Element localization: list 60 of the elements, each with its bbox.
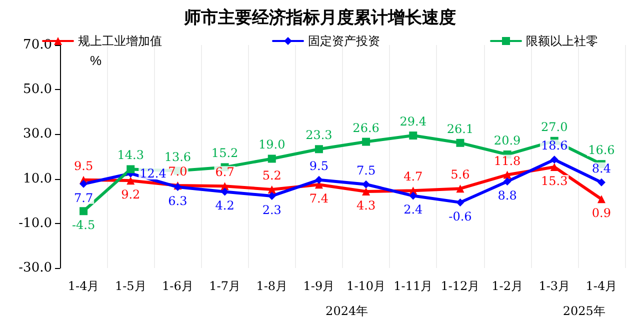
data-label: 11.8 [494, 154, 521, 168]
data-label: 18.6 [541, 138, 568, 153]
data-label: 20.9 [494, 133, 521, 148]
y-axis-title: % [90, 53, 102, 68]
x-tick-label: 1-7月 [209, 279, 240, 293]
data-label: 5.6 [450, 168, 470, 182]
data-label: 9.5 [309, 158, 329, 173]
x-tick-label: 1-11月 [394, 279, 433, 293]
y-tick-label: 30.0 [23, 126, 52, 142]
data-label: 15.2 [211, 146, 238, 160]
data-label: -4.5 [72, 218, 96, 232]
data-label: 16.6 [588, 143, 615, 158]
x-tick-label: 1-2月 [492, 279, 523, 293]
data-label: 7.4 [309, 192, 329, 206]
y-tick-label: 10.0 [23, 171, 52, 186]
legend-label: 限额以上社零 [526, 34, 598, 48]
x-tick-label: 1-8月 [256, 279, 288, 293]
x-tick-label: 1-9月 [303, 279, 335, 293]
data-label: 4.3 [356, 198, 376, 213]
data-label: -0.6 [448, 209, 472, 224]
x-tick-label: 1-3月 [538, 279, 570, 293]
data-label: 8.4 [592, 161, 612, 176]
data-label: 4.7 [404, 170, 423, 184]
data-label: 8.8 [498, 188, 517, 202]
chart-title: 师市主要经济指标月度累计增长速度 [183, 8, 456, 27]
data-label: 26.1 [446, 122, 474, 136]
data-label: 19.0 [258, 138, 286, 152]
data-label: 5.2 [262, 168, 282, 183]
text: 2024年 [326, 304, 368, 318]
data-label: 14.3 [117, 148, 144, 162]
data-label: 27.0 [541, 120, 568, 134]
x-tick-label: 1-5月 [114, 279, 146, 293]
text: 2025年 [562, 304, 606, 318]
data-label: 0.9 [592, 206, 612, 220]
x-tick-label: 1-4月 [68, 279, 100, 293]
x-tick-label: 1-10月 [346, 279, 386, 293]
y-tick-label: -30.0 [18, 260, 52, 276]
x-tick-label: 1-4月 [586, 279, 618, 293]
data-label: 9.2 [121, 188, 140, 202]
data-label: 7.7 [74, 190, 94, 205]
data-label: 9.5 [74, 158, 94, 173]
y-tick-label: 50.0 [23, 82, 52, 98]
x-tick-label: 1-12月 [440, 279, 480, 293]
data-label: 26.6 [352, 120, 380, 135]
data-label: 12.4 [140, 166, 167, 180]
data-label: 29.4 [400, 114, 427, 129]
data-label: 7.5 [356, 163, 376, 178]
data-label: 7.0 [168, 164, 188, 178]
data-label: 6.7 [215, 165, 234, 180]
x-tick-label: 1-6月 [162, 279, 194, 293]
data-label: 23.3 [306, 128, 332, 142]
data-label: 2.4 [404, 202, 424, 217]
data-label: 15.3 [541, 174, 568, 188]
legend-label: 固定资产投资 [308, 34, 380, 48]
data-label: 2.3 [262, 202, 282, 217]
y-tick-label: -10.0 [18, 216, 52, 231]
data-label: 6.3 [168, 194, 188, 208]
legend-label: 规上工业增加值 [78, 34, 162, 48]
data-label: 4.2 [215, 198, 234, 213]
data-label: 13.6 [164, 150, 192, 164]
